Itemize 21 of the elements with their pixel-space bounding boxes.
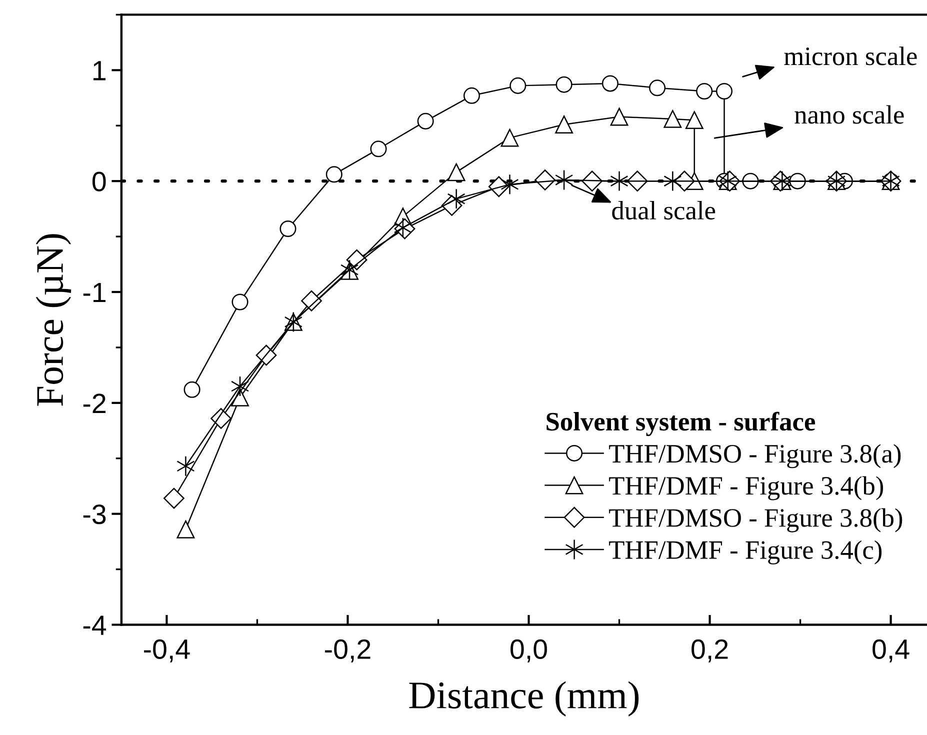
y-tick-label: 0	[92, 172, 106, 192]
x-tick-label: 0,2	[692, 639, 728, 662]
legend-title: Solvent system - surface	[546, 412, 816, 436]
legend-label: THF/DMF - Figure 3.4(c)	[609, 540, 882, 564]
y-tick-label: -4	[83, 616, 106, 635]
annotation: nano scale	[794, 105, 904, 124]
y-tick-label: -1	[83, 282, 106, 302]
x-tick-label: 0,4	[872, 639, 910, 662]
annotation: micron scale	[784, 46, 917, 66]
y-tick-label: 1	[94, 61, 106, 80]
legend-label: THF/DMF - Figure 3.4(b)	[609, 476, 884, 500]
y-tick-label: -3	[83, 504, 106, 524]
x-axis-title: Distance (mm)	[409, 681, 639, 716]
annotation: dual scale	[612, 201, 716, 220]
x-tick-label: -0,4	[144, 639, 190, 662]
x-tick-label: -0,2	[325, 639, 370, 662]
legend-label: THF/DMSO - Figure 3.8(a)	[609, 444, 901, 468]
y-tick-label: -2	[83, 394, 106, 413]
x-tick-label: 0,0	[510, 639, 547, 662]
y-axis-title: Force (µN)	[36, 234, 72, 406]
legend-label: THF/DMSO - Figure 3.8(b)	[609, 508, 902, 532]
